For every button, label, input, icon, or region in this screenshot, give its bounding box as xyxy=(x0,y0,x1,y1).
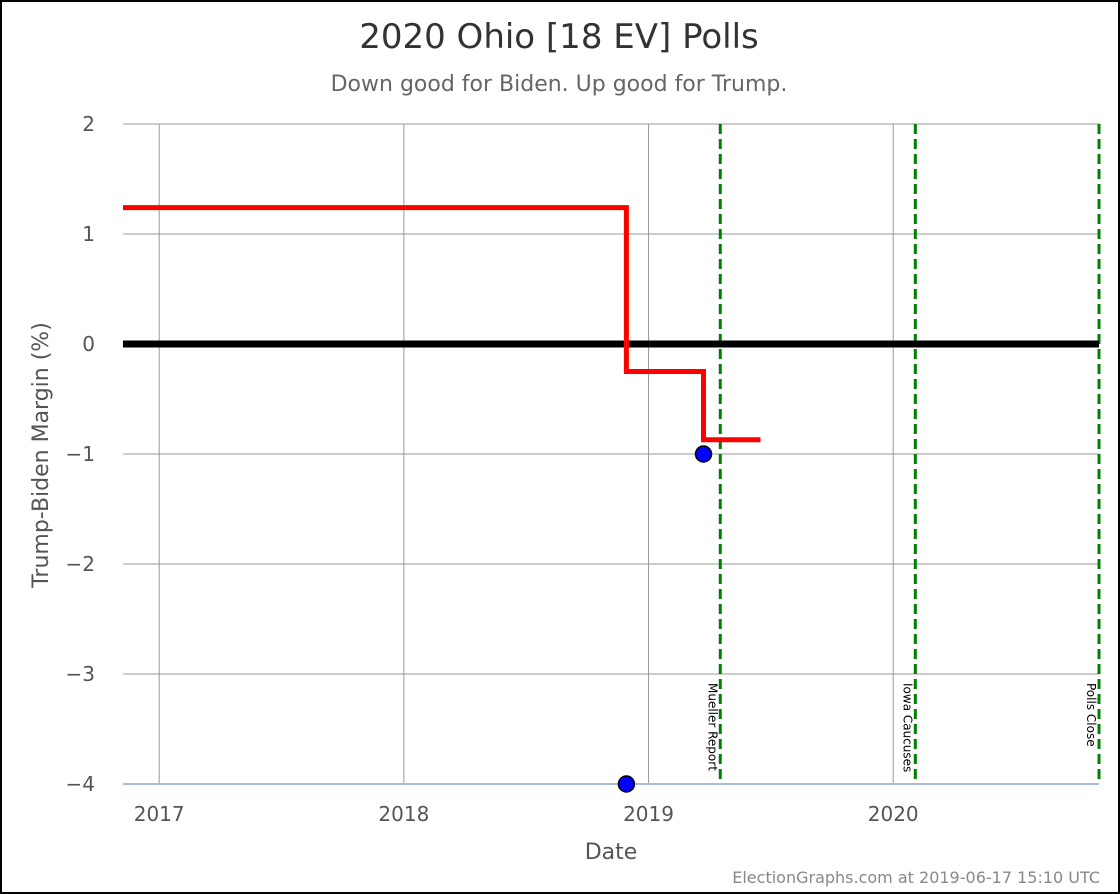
x-tick-label: 2017 xyxy=(134,802,185,826)
x-tick-label: 2020 xyxy=(868,802,919,826)
poll-point xyxy=(617,775,636,793)
y-tick-label: −2 xyxy=(66,552,95,576)
credit-text: ElectionGraphs.com at 2019-06-17 15:10 U… xyxy=(732,868,1100,887)
event-lines: Mueller Report Iowa Caucuses Polls Close xyxy=(705,124,1101,784)
y-tick-label: −3 xyxy=(66,662,95,686)
poll-points xyxy=(617,445,713,793)
series-group xyxy=(123,205,761,443)
grid xyxy=(123,123,1099,785)
chart-title: 2020 Ohio [18 EV] Polls xyxy=(359,17,759,57)
poll-point xyxy=(694,445,713,463)
y-axis-label: Trump-Biden Margin (%) xyxy=(29,322,54,589)
chart-subtitle: Down good for Biden. Up good for Trump. xyxy=(331,72,788,97)
event-label: Iowa Caucuses xyxy=(900,683,914,772)
x-axis-label: Date xyxy=(585,840,638,865)
y-tick-label: 0 xyxy=(82,332,95,356)
y-tick-label: 2 xyxy=(82,112,95,136)
event-label: Mueller Report xyxy=(705,683,719,771)
y-tick-label: 1 xyxy=(82,222,95,246)
average-line xyxy=(123,205,761,443)
y-tick-label: −4 xyxy=(66,772,95,796)
tick-labels: 2 1 0 −1 −2 −3 −4 2017 2018 2019 2020 xyxy=(66,112,919,826)
y-tick-label: −1 xyxy=(66,442,95,466)
x-tick-label: 2018 xyxy=(378,802,429,826)
x-tick-label: 2019 xyxy=(623,802,674,826)
event-label: Polls Close xyxy=(1084,683,1098,747)
